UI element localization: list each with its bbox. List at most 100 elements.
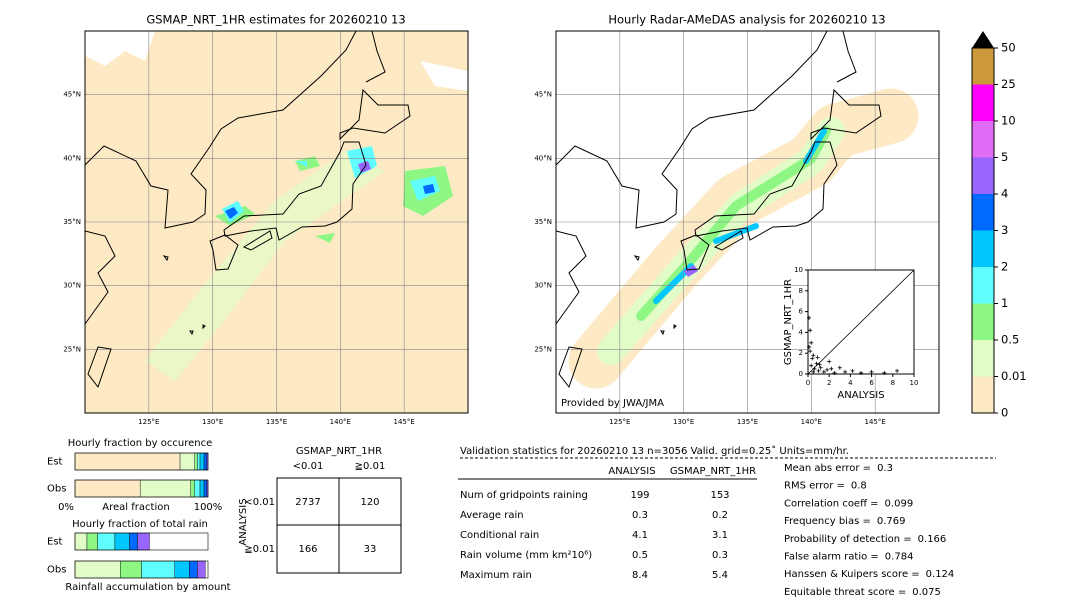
colorbar-label: 5 bbox=[1001, 150, 1008, 164]
stat-label: Num of gridpoints raining bbox=[460, 490, 588, 501]
scatter-xlabel: ANALYSIS bbox=[837, 390, 884, 401]
bar-segment bbox=[74, 452, 181, 471]
scatter-point bbox=[809, 340, 814, 345]
score: Probability of detection = 0.166 bbox=[784, 534, 946, 545]
row-label: Obs bbox=[47, 565, 66, 576]
scatter-point bbox=[821, 369, 826, 374]
scatter-point bbox=[850, 368, 855, 373]
scatter-ylabel: GSMAP_NRT_1HR bbox=[783, 279, 794, 365]
y-tick-label: 2 bbox=[799, 349, 803, 357]
bar-frame bbox=[74, 479, 209, 498]
scatter-point bbox=[816, 368, 821, 373]
colorbar-label: 50 bbox=[1001, 41, 1016, 55]
y-tick-label: 10 bbox=[794, 266, 803, 274]
colorbar-segment bbox=[972, 157, 994, 194]
bar-frame bbox=[74, 560, 209, 579]
scatter-point bbox=[808, 349, 813, 354]
scatter-point bbox=[817, 362, 822, 367]
x-tick-label: 130°E bbox=[202, 418, 223, 426]
y-tick-label: 0 bbox=[799, 370, 803, 378]
panel-title: Hourly fraction of total rain bbox=[72, 519, 208, 530]
bar-segment bbox=[189, 560, 198, 579]
score-value: 0.075 bbox=[912, 587, 941, 598]
stat-label: Conditional rain bbox=[460, 530, 539, 541]
x-tick-label: 0 bbox=[806, 379, 810, 387]
map-title: GSMAP_NRT_1HR estimates for 20260210 13 bbox=[146, 13, 405, 27]
map-frame bbox=[84, 30, 469, 414]
colorbar-segment bbox=[972, 267, 994, 304]
scatter-point bbox=[832, 370, 837, 375]
stat-value: 8.4 bbox=[632, 570, 648, 581]
bar-segment bbox=[120, 560, 142, 579]
score: Mean abs error = 0.3 bbox=[784, 463, 893, 474]
bar-frame bbox=[74, 452, 209, 471]
colorbar-segment bbox=[972, 194, 994, 231]
scatter-point bbox=[811, 353, 816, 358]
stat-label: Rain volume (mm km²10⁶) bbox=[460, 550, 592, 561]
axis-label: 100% bbox=[194, 502, 223, 513]
bar-segment bbox=[74, 560, 121, 579]
diagonal bbox=[807, 269, 915, 375]
rain-area bbox=[684, 265, 698, 277]
colorbar-label: 25 bbox=[1001, 77, 1016, 91]
score: Equitable threat score = 0.075 bbox=[784, 587, 941, 598]
bar-segment bbox=[199, 452, 205, 471]
x-tick-label: 125°E bbox=[609, 418, 630, 426]
bar-segment bbox=[194, 452, 198, 471]
left-map bbox=[84, 30, 469, 414]
stat-value: 0.3 bbox=[712, 550, 728, 561]
stat-label: Average rain bbox=[460, 510, 524, 521]
map-title: Hourly Radar-AMeDAS analysis for 2026021… bbox=[608, 13, 885, 27]
score-label: Probability of detection = bbox=[784, 534, 912, 545]
scatter-point bbox=[843, 369, 848, 374]
row-label: Est bbox=[47, 537, 63, 548]
scatter-point bbox=[837, 365, 842, 370]
table-title: GSMAP_NRT_1HR bbox=[296, 446, 382, 457]
table-cell: 33 bbox=[364, 544, 377, 555]
bar-segment bbox=[74, 479, 141, 498]
stat-value: 199 bbox=[630, 490, 649, 501]
y-tick-label: 25°N bbox=[63, 345, 81, 353]
table-cell: 2737 bbox=[295, 497, 320, 508]
x-tick-label: 8 bbox=[891, 379, 895, 387]
colorbar-segment bbox=[972, 376, 994, 413]
colorbar-extend bbox=[972, 31, 994, 48]
table-cell: 120 bbox=[360, 497, 379, 508]
stat-value: 0.2 bbox=[712, 510, 728, 521]
scatter-point bbox=[827, 359, 832, 364]
bar-segment bbox=[194, 479, 201, 498]
scatter-point bbox=[810, 356, 815, 361]
score-label: Mean abs error = bbox=[784, 463, 871, 474]
colorbar-label: 0.01 bbox=[1001, 369, 1027, 383]
score-value: 0.124 bbox=[926, 569, 955, 580]
scatter-point bbox=[859, 370, 863, 375]
y-tick-label: 40°N bbox=[63, 154, 81, 162]
x-tick-label: 135°E bbox=[737, 418, 758, 426]
y-tick-label: 30°N bbox=[63, 282, 81, 290]
scatter-point bbox=[882, 370, 887, 375]
column-label: GSMAP_NRT_1HR bbox=[670, 466, 756, 477]
panel-title: Hourly fraction by occurence bbox=[68, 438, 212, 449]
colorbar-segment bbox=[972, 303, 994, 340]
bar-segment bbox=[190, 479, 195, 498]
stat-label: Maximum rain bbox=[460, 570, 532, 581]
colorbar-segment bbox=[972, 48, 994, 85]
bar-segment bbox=[141, 560, 175, 579]
x-tick-label: 130°E bbox=[673, 418, 694, 426]
score: Hanssen & Kuipers score = 0.124 bbox=[784, 569, 954, 580]
y-tick-label: 35°N bbox=[534, 218, 552, 226]
colorbar-segment bbox=[972, 230, 994, 267]
bar-segment bbox=[139, 479, 191, 498]
score-label: Equitable threat score = bbox=[784, 587, 906, 598]
score: Correlation coeff = 0.099 bbox=[784, 498, 913, 509]
no-data bbox=[85, 31, 468, 91]
bar-segment bbox=[199, 479, 205, 498]
score-label: Correlation coeff = bbox=[784, 498, 879, 509]
colorbar-label: 0 bbox=[1001, 406, 1008, 420]
score-value: 0.099 bbox=[885, 498, 914, 509]
colorbar-segment bbox=[972, 84, 994, 121]
map-frame bbox=[555, 30, 940, 414]
scatter-point bbox=[808, 328, 813, 333]
y-tick-label: 45°N bbox=[534, 91, 552, 99]
